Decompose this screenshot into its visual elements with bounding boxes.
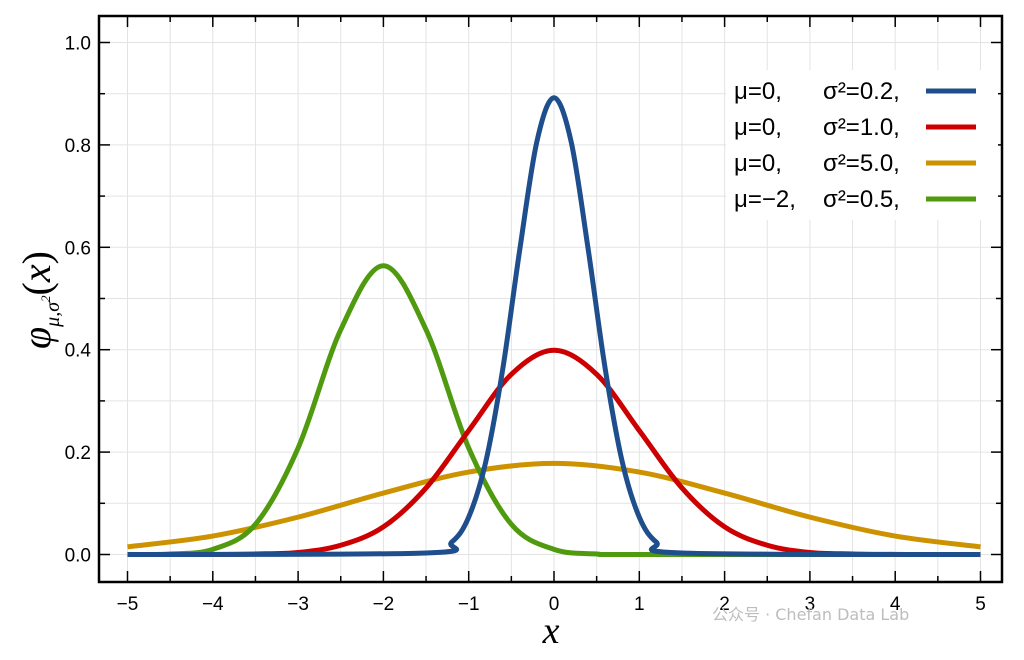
y-tick-label: 1.0 (65, 34, 91, 55)
y-axis-label: φμ,σ2(x) (14, 251, 64, 349)
y-tick-label: 0.4 (65, 341, 92, 362)
legend-mu-label: μ=0, (734, 114, 782, 141)
x-tick-label: −3 (287, 594, 309, 615)
x-tick-label: 0 (549, 594, 560, 615)
x-axis-label: x (542, 610, 560, 652)
x-tick-label: 2 (719, 594, 730, 615)
x-tick-label: 1 (634, 594, 645, 615)
x-tick-label: 3 (805, 594, 816, 615)
watermark-text: 公众号 · Chefan Data Lab (712, 605, 909, 624)
legend-mu-label: μ=0, (734, 78, 782, 105)
series-lines (127, 95, 981, 558)
y-axis-label-text: φμ,σ2(x) (14, 251, 64, 349)
legend-box (726, 70, 998, 220)
plot-frame (97, 14, 1004, 584)
legend-sigma-label: σ²=1.0, (823, 114, 900, 141)
axis-ticks (99, 16, 1002, 582)
legend: μ=0, σ²=0.2, μ=0, σ²=1.0, μ=0, σ²=5.0, μ=−2, σ²… (726, 70, 998, 220)
legend-sigma-label: σ²=0.5, (823, 186, 900, 213)
series-line-0 (127, 95, 981, 557)
x-tick-label: −4 (202, 594, 224, 615)
y-tick-label: 0.8 (65, 136, 91, 157)
x-tick-label: −2 (373, 594, 395, 615)
y-tick-label: 0.2 (65, 443, 91, 464)
legend-sigma-label: σ²=5.0, (823, 150, 900, 177)
legend-sigma-label: σ²=0.2, (823, 78, 900, 105)
x-tick-label: −5 (117, 594, 139, 615)
x-tick-label: −1 (458, 594, 480, 615)
series-line-3 (127, 263, 981, 558)
legend-mu-label: μ=0, (734, 150, 782, 177)
x-tick-label: 5 (975, 594, 986, 615)
y-tick-label: 0.6 (65, 238, 91, 259)
legend-mu-label: μ=−2, (734, 186, 796, 213)
x-tick-label: 4 (890, 594, 901, 615)
tick-labels: −5 −4 −3 −2 −1 0 1 2 3 4 5 0.0 0.2 0.4 0.6 0.8 1.0 (65, 34, 986, 616)
series-line-2 (127, 460, 981, 550)
y-tick-label: 0.0 (65, 546, 91, 567)
